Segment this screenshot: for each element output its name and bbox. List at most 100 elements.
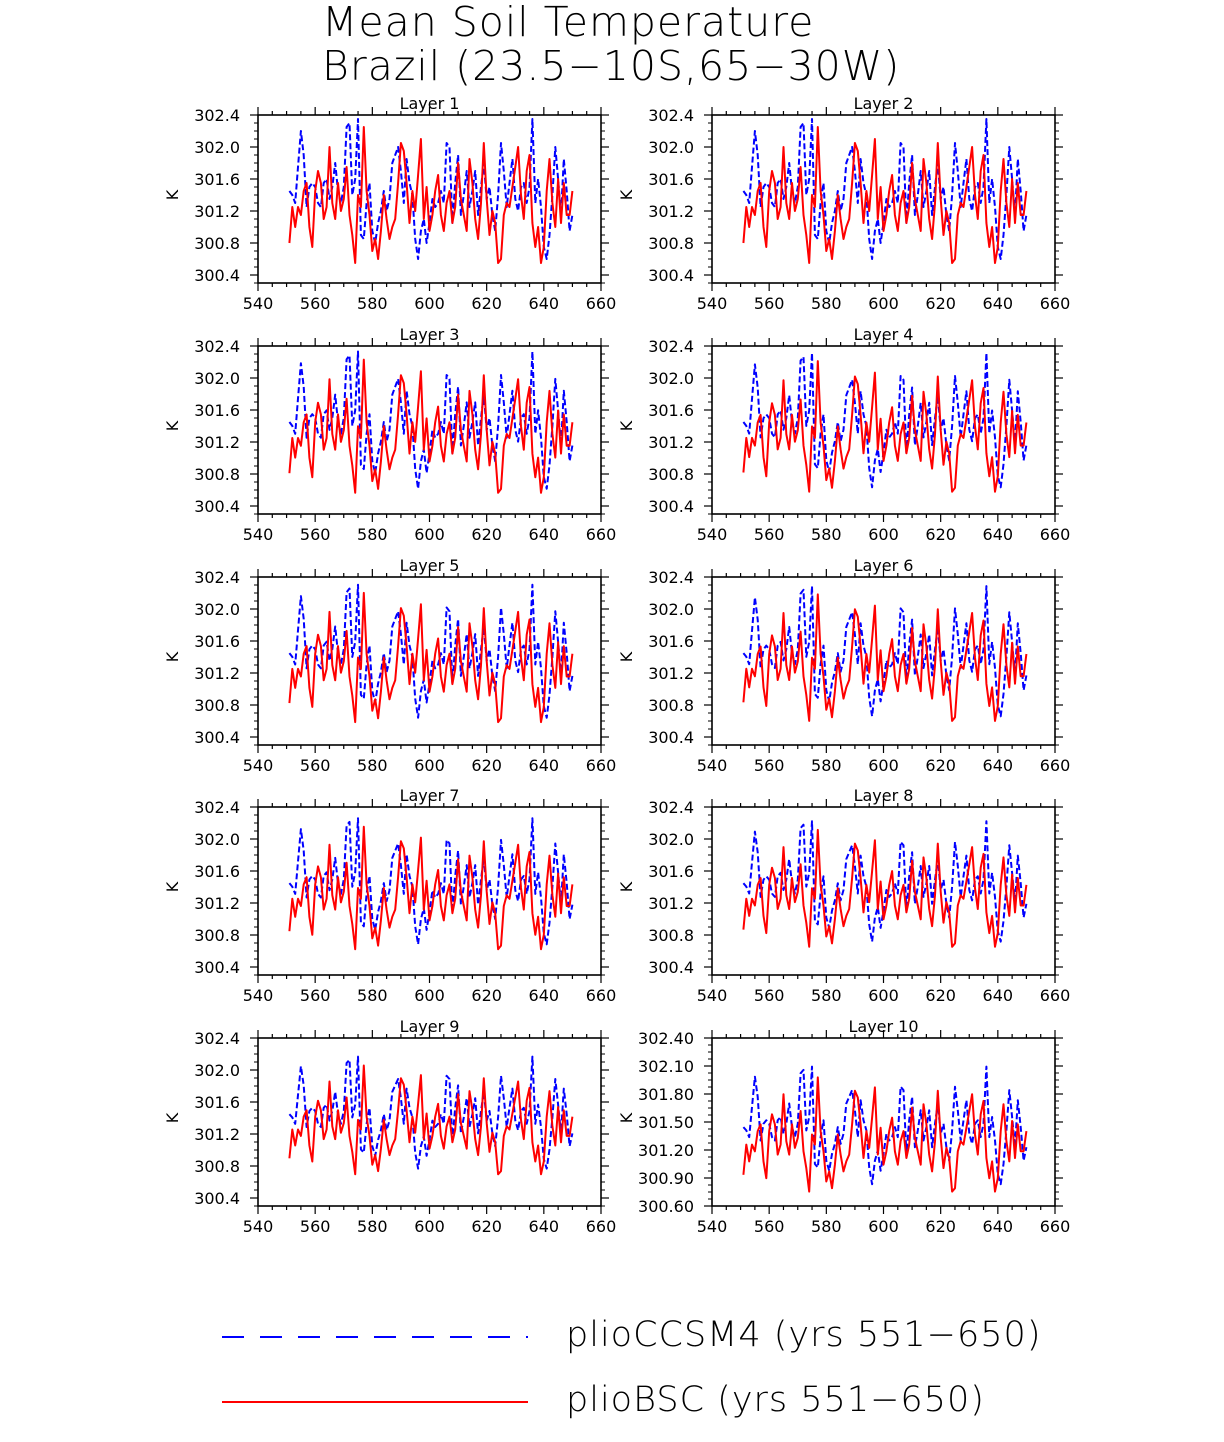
- layer-9-xtick-label: 620: [471, 1217, 502, 1236]
- layer-10-xtick-label: 640: [983, 1217, 1014, 1236]
- layer-7-xtick-label: 640: [529, 986, 560, 1005]
- layer-3-series-plioBSC: [288, 358, 574, 494]
- layer-5-title: Layer 5: [400, 556, 460, 575]
- layer-3-frame: [257, 345, 602, 515]
- layer-9-xtick-label: 540: [243, 1217, 274, 1236]
- layer-6-xtick-label: 640: [983, 756, 1014, 775]
- layer-9-title: Layer 9: [400, 1017, 460, 1036]
- chart-title-line2: Brazil (23.5−10S,65−30W): [322, 42, 901, 90]
- layer-9-frame: [257, 1037, 602, 1207]
- layer-4-ytick-label: 300.8: [648, 465, 694, 484]
- layer-8-xtick-label: 640: [983, 986, 1014, 1005]
- layer-6-xtick-label: 580: [811, 756, 842, 775]
- layer-7-series-plioBSC: [288, 825, 574, 951]
- layer-10-ytick-label: 301.50: [638, 1113, 694, 1132]
- layer-5-xtick-label: 540: [243, 756, 274, 775]
- layer-7-ytick-label: 301.2: [194, 894, 240, 913]
- layer-8-ylabel: K: [617, 881, 636, 892]
- layer-10-xtick-label: 620: [925, 1217, 956, 1236]
- layer-5-series-plioBSC: [288, 591, 574, 724]
- layer-2-xtick-label: 660: [1040, 294, 1071, 313]
- layer-8-frame: [711, 806, 1056, 976]
- layer-6-title: Layer 6: [854, 556, 914, 575]
- layer-6-panel: Layer 6 540 560 580 600 620 640 660 302.4 302.0 30…: [617, 556, 1070, 775]
- layer-8-panel: Layer 8 540 560 580 600 620 640 660 302.4 302.0 30…: [617, 786, 1070, 1005]
- layer-8-xtick-label: 660: [1040, 986, 1071, 1005]
- layer-1-title: Layer 1: [400, 94, 460, 113]
- layer-4-series-plioBSC: [742, 360, 1028, 493]
- layer-6-xtick-label: 540: [697, 756, 728, 775]
- layer-5-ytick-label: 301.6: [194, 632, 240, 651]
- layer-1-ytick-label: 302.4: [194, 106, 240, 125]
- layer-7-ylabel: K: [163, 881, 182, 892]
- layer-10-ytick-label: 300.60: [638, 1197, 694, 1216]
- layer-7-xtick-label: 560: [300, 986, 331, 1005]
- layer-4-xtick-label: 620: [925, 525, 956, 544]
- layer-1-series-plioBSC: [288, 126, 574, 264]
- layer-9-ytick-label: 302.4: [194, 1029, 240, 1048]
- layer-10-ytick-label: 302.10: [638, 1057, 694, 1076]
- layer-2-ytick-label: 301.2: [648, 202, 694, 221]
- layer-6-frame: [711, 576, 1056, 746]
- layer-1-xtick-label: 600: [414, 294, 445, 313]
- layer-2-ytick-label: 301.6: [648, 170, 694, 189]
- chart-title-line1: Mean Soil Temperature: [322, 0, 815, 46]
- layer-2-ytick-label: 300.4: [648, 266, 694, 285]
- layer-3-ytick-label: 302.0: [194, 369, 240, 388]
- layer-5-xtick-label: 560: [300, 756, 331, 775]
- layer-8-xtick-label: 540: [697, 986, 728, 1005]
- layer-6-xtick-label: 560: [754, 756, 785, 775]
- legend-label-plioCCSM4: plioCCSM4 (yrs 551−650): [566, 1315, 1042, 1355]
- layer-7-xtick-label: 660: [586, 986, 617, 1005]
- layer-8-xtick-label: 600: [868, 986, 899, 1005]
- layer-3-ytick-label: 300.8: [194, 465, 240, 484]
- chart-title: Mean Soil Temperature Brazil (23.5−10S,6…: [322, 0, 1022, 88]
- layer-1-xtick-label: 660: [586, 294, 617, 313]
- layer-1-ytick-label: 300.4: [194, 266, 240, 285]
- layer-10-title: Layer 10: [848, 1017, 918, 1036]
- layer-8-ytick-label: 302.4: [648, 798, 694, 817]
- layer-6-series-plioBSC: [742, 593, 1028, 722]
- layer-3-panel: Layer 3 540 560 580 600 620 640 660 302.4 302.0 30…: [163, 325, 616, 544]
- legend-label-plioBSC: plioBSC (yrs 551−650): [566, 1380, 985, 1420]
- layer-5-xtick-label: 660: [586, 756, 617, 775]
- layer-5-xtick-label: 640: [529, 756, 560, 775]
- layer-2-ytick-label: 300.8: [648, 234, 694, 253]
- layer-4-ytick-label: 301.2: [648, 433, 694, 452]
- layer-3-xtick-label: 660: [586, 525, 617, 544]
- layer-9-ytick-label: 300.8: [194, 1157, 240, 1176]
- layer-4-xtick-label: 580: [811, 525, 842, 544]
- layer-7-ytick-label: 301.6: [194, 862, 240, 881]
- layer-5-ytick-label: 300.4: [194, 728, 240, 747]
- layer-8-xtick-label: 560: [754, 986, 785, 1005]
- layer-7-panel: Layer 7 540 560 580 600 620 640 660 302.4 302.0 30…: [163, 786, 616, 1005]
- layer-10-xtick-label: 580: [811, 1217, 842, 1236]
- layer-1-panel: Layer 1 540 560 580 600 620 640 660 302.4 302.0 30…: [163, 94, 616, 313]
- layer-1-frame: [257, 114, 602, 284]
- layer-7-xtick-label: 540: [243, 986, 274, 1005]
- layer-8-title: Layer 8: [854, 786, 914, 805]
- layer-5-ytick-label: 301.2: [194, 664, 240, 683]
- layer-10-ytick-label: 301.80: [638, 1085, 694, 1104]
- layer-5-frame: [257, 576, 602, 746]
- layer-8-ytick-label: 300.8: [648, 926, 694, 945]
- layer-1-ytick-label: 301.6: [194, 170, 240, 189]
- layer-2-title: Layer 2: [854, 94, 914, 113]
- layer-2-panel: Layer 2 540 560 580 600 620 640 660 302.4 302.0 30…: [617, 94, 1070, 313]
- layer-9-ytick-label: 302.0: [194, 1061, 240, 1080]
- layer-6-ylabel: K: [617, 651, 636, 662]
- layer-6-ytick-label: 300.8: [648, 696, 694, 715]
- layer-7-xtick-label: 620: [471, 986, 502, 1005]
- layer-4-xtick-label: 660: [1040, 525, 1071, 544]
- layer-3-xtick-label: 600: [414, 525, 445, 544]
- layer-1-xtick-label: 620: [471, 294, 502, 313]
- layer-5-xtick-label: 580: [357, 756, 388, 775]
- layer-3-xtick-label: 580: [357, 525, 388, 544]
- layer-7-title: Layer 7: [400, 786, 460, 805]
- layer-3-xtick-label: 640: [529, 525, 560, 544]
- layer-9-ylabel: K: [163, 1112, 182, 1123]
- layer-10-ylabel: K: [617, 1112, 636, 1123]
- layer-10-series-plioBSC: [742, 1076, 1028, 1193]
- layer-6-ytick-label: 302.4: [648, 568, 694, 587]
